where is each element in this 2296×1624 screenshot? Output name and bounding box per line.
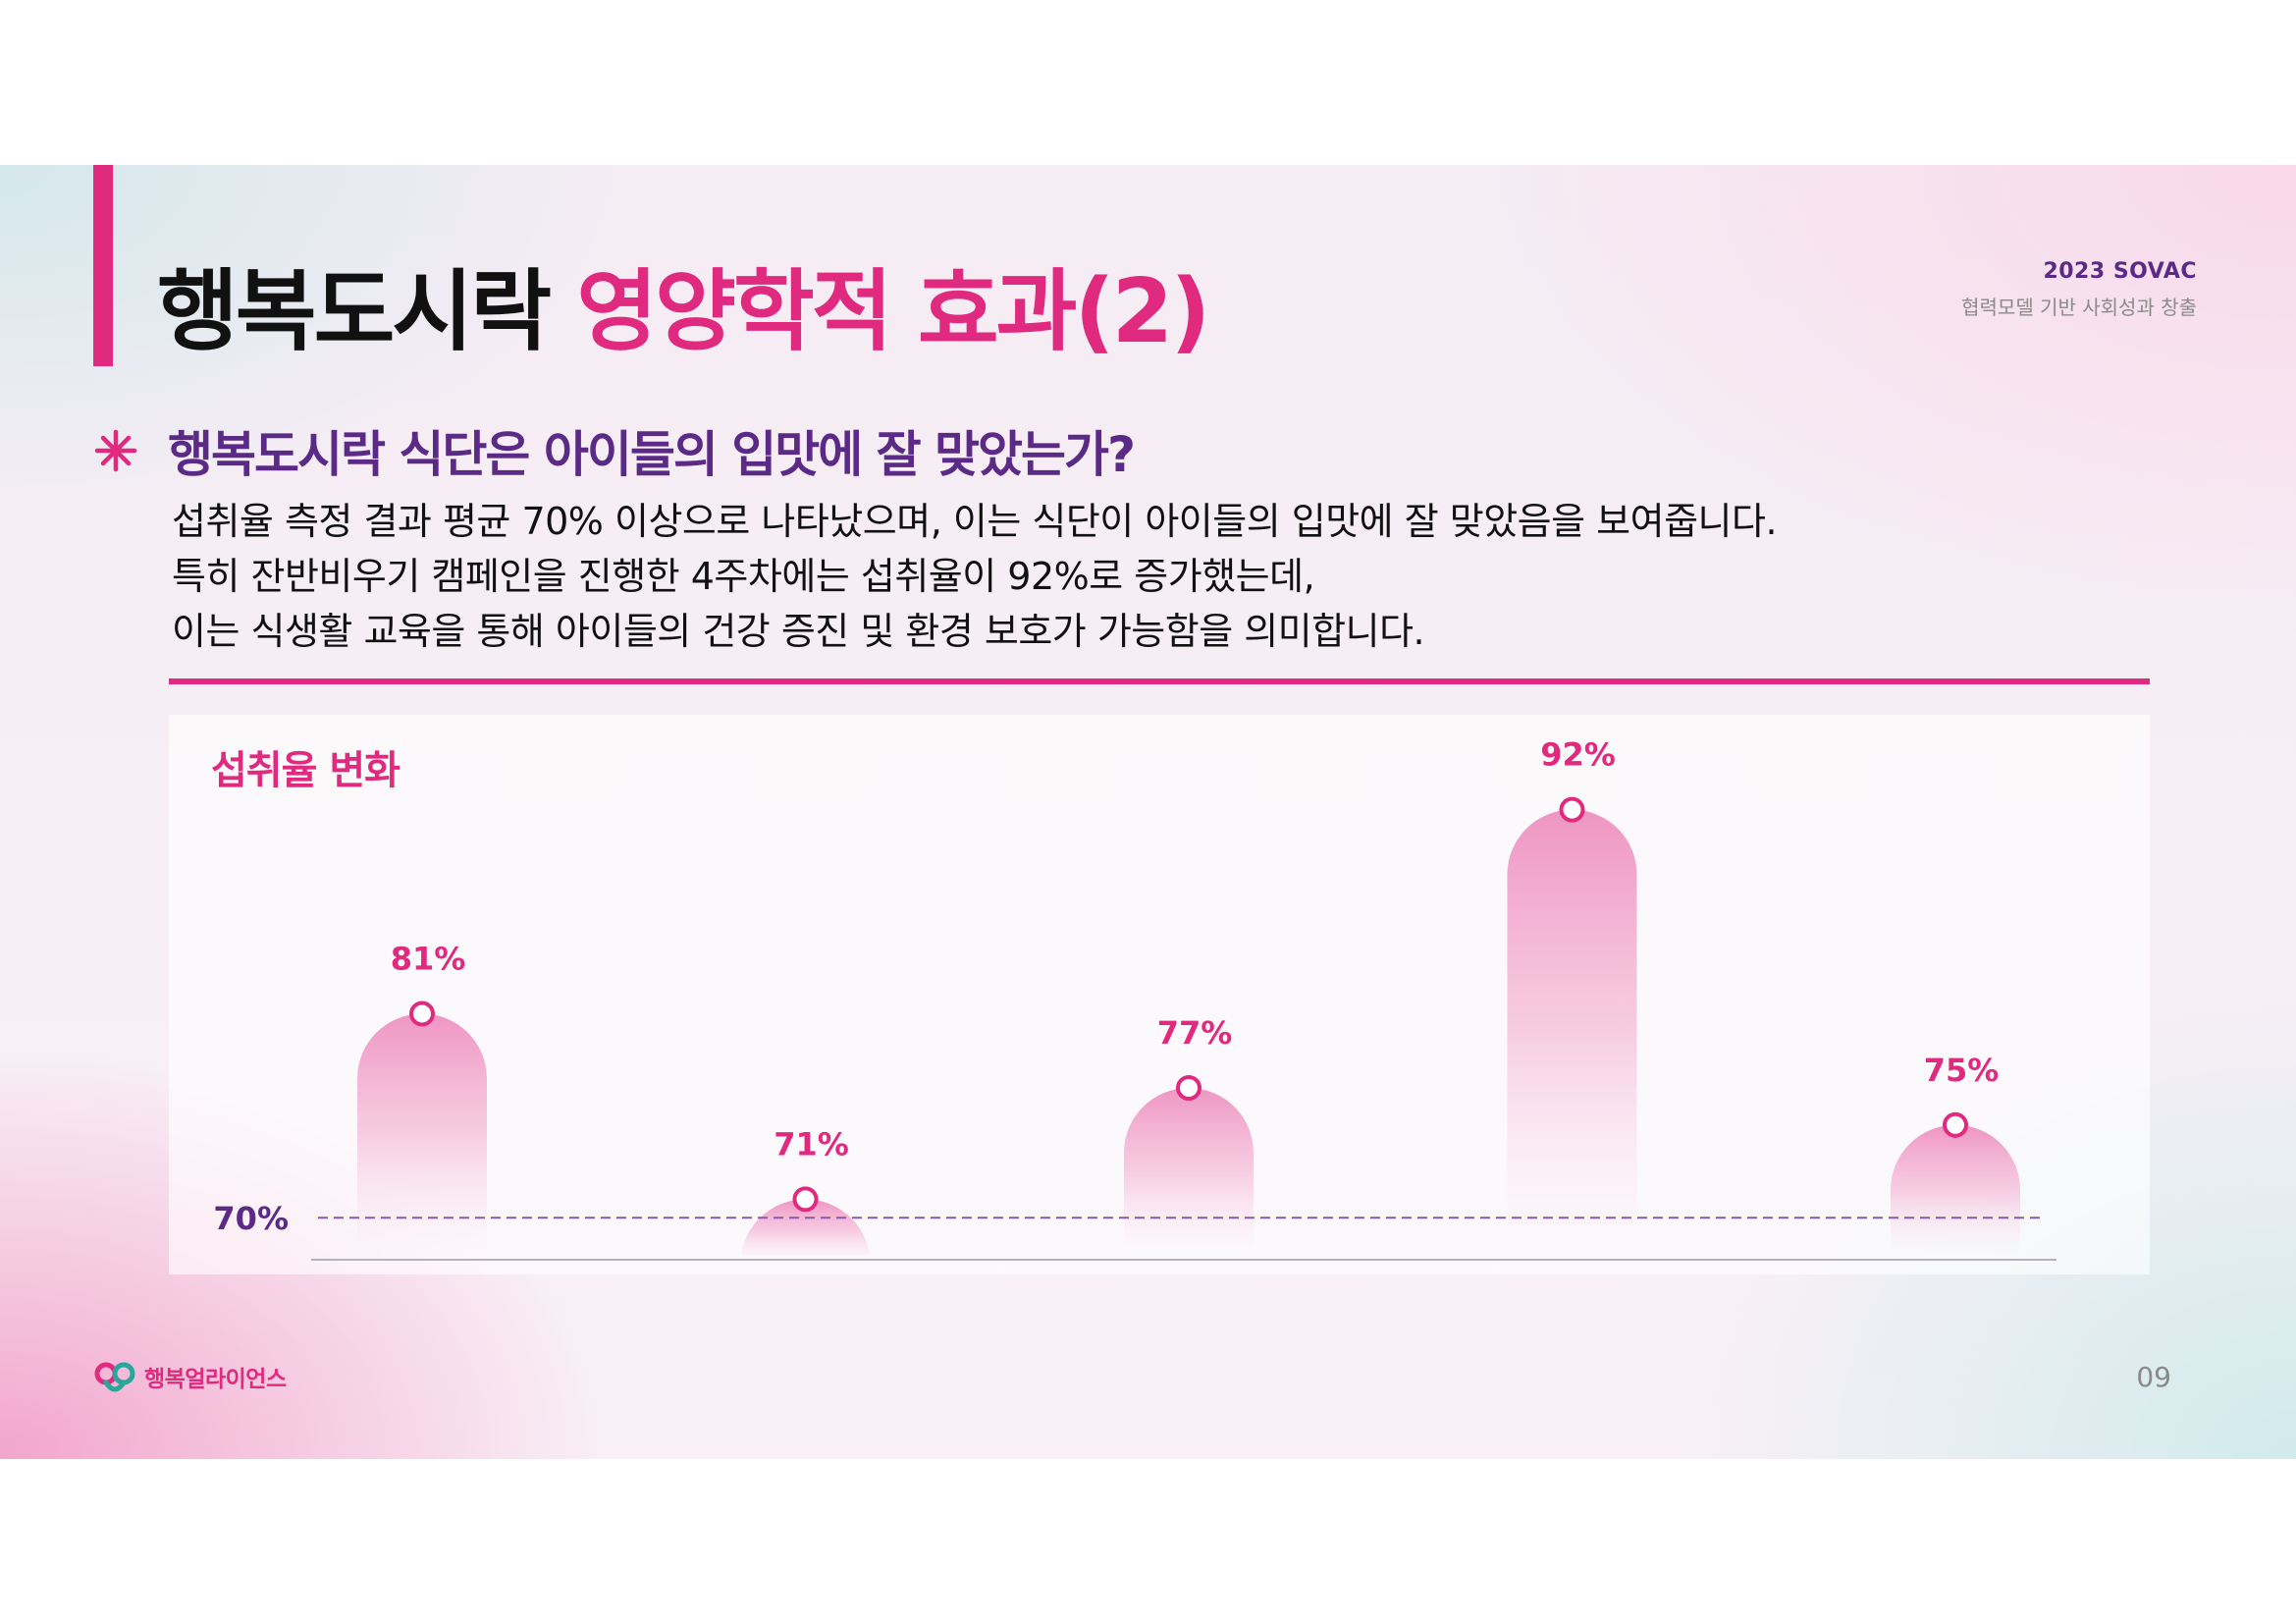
slide: 행복도시락 영양학적 효과(2) 2023 SOVAC 협력모델 기반 사회성과… [0, 165, 2296, 1459]
data-label: 71% [774, 1125, 849, 1163]
chart-bar [357, 1013, 487, 1255]
section-question: 행복도시락 식단은 아이들의 입맛에 잘 맞았는가? [168, 426, 1136, 483]
reference-line-label: 70% [213, 1200, 289, 1237]
data-point-marker [1943, 1111, 1968, 1138]
chart-bar [1124, 1088, 1254, 1255]
body-line: 섭취율 측정 결과 평균 70% 이상으로 나타났으며, 이는 식단이 아이들의… [172, 500, 1778, 543]
happiness-alliance-logo-icon [94, 1362, 135, 1392]
data-point-marker [1176, 1075, 1201, 1101]
page-title: 행복도시락 영양학적 효과(2) [157, 260, 1210, 363]
data-point-marker [1559, 796, 1585, 823]
body-line: 이는 식생활 교육을 통해 아이들의 건강 증진 및 환경 보호가 가능함을 의… [172, 610, 1425, 653]
data-label: 77% [1157, 1014, 1233, 1052]
brand-block: 2023 SOVAC 협력모델 기반 사회성과 창출 [1961, 259, 2197, 320]
section-divider [169, 678, 2150, 684]
body-text: 섭취율 측정 결과 평균 70% 이상으로 나타났으며, 이는 식단이 아이들의… [172, 494, 1778, 659]
brand-name: 2023 SOVAC [2043, 259, 2197, 284]
title-highlight: 영양학적 효과(2) [576, 260, 1210, 363]
body-line: 특히 잔반비우기 캠페인을 진행한 4주차에는 섭취율이 92%로 증가했는데, [172, 555, 1315, 598]
brand-tagline: 협력모델 기반 사회성과 창출 [1961, 296, 2197, 319]
data-point-marker [409, 1001, 435, 1027]
footer-logo: 행복얼라이언스 [93, 1355, 287, 1398]
title-accent-bar [93, 165, 113, 366]
chart-bar [740, 1199, 871, 1265]
data-label: 81% [391, 940, 466, 977]
chart-title: 섭취율 변화 [211, 748, 400, 793]
intake-rate-chart: 70%81%1주71%2주77%3주92%4주75%5주 [213, 736, 2056, 1265]
data-label: 75% [1924, 1052, 2000, 1089]
chart-bar [1507, 809, 1637, 1255]
data-label: 92% [1540, 736, 1616, 774]
title-main: 행복도시락 [157, 260, 552, 363]
chart-bar [1891, 1124, 2020, 1255]
data-point-marker [792, 1186, 819, 1213]
chart-panel: 섭취율 변화 70%81%1주71%2주77%3주92%4주75%5주 [169, 715, 2150, 1274]
logo-text: 행복얼라이언스 [144, 1367, 287, 1392]
sparkle-icon [94, 429, 137, 472]
question-row: 행복도시락 식단은 아이들의 입맛에 잘 맞았는가? [93, 415, 1136, 486]
page-number: 09 [2136, 1361, 2171, 1393]
